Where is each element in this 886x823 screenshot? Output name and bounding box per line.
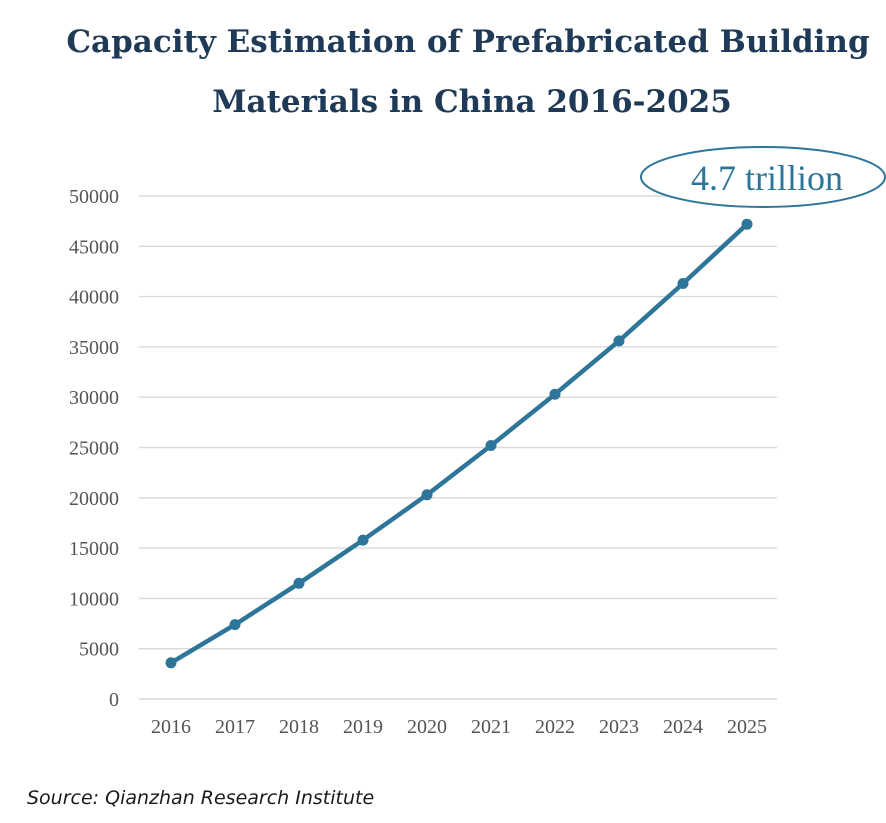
x-tick-label: 2024 — [663, 716, 703, 738]
x-tick-label: 2019 — [343, 716, 383, 738]
x-tick-label: 2017 — [215, 716, 255, 738]
y-axis-ticks: 0 5000 10000 15000 20000 25000 30000 35000 40000… — [69, 186, 119, 711]
data-point — [293, 577, 305, 589]
y-tick-label: 30000 — [69, 387, 119, 409]
x-tick-label: 2016 — [151, 716, 191, 738]
data-points — [165, 218, 753, 669]
data-point — [485, 440, 497, 451]
y-tick-label: 10000 — [69, 588, 119, 610]
x-tick-label: 2023 — [599, 716, 639, 738]
y-tick-label: 35000 — [69, 337, 119, 359]
x-tick-label: 2020 — [407, 716, 447, 738]
y-tick-label: 25000 — [69, 438, 119, 460]
chart-title-line-1: Capacity Estimation of Prefabricated Bui… — [66, 24, 869, 60]
annotation-callout: 4.7 trillion — [640, 146, 886, 208]
data-point — [549, 388, 561, 400]
data-point — [677, 278, 689, 289]
data-point — [357, 534, 369, 546]
y-tick-label: 40000 — [69, 287, 119, 309]
y-tick-label: 15000 — [69, 538, 119, 560]
y-tick-label: 50000 — [69, 186, 119, 208]
x-tick-label: 2021 — [471, 716, 511, 738]
x-tick-label: 2025 — [727, 716, 767, 738]
chart-title-line-2: Materials in China 2016-2025 — [212, 84, 732, 120]
annotation-label: 4.7 trillion — [691, 158, 843, 198]
data-point — [229, 619, 241, 631]
annotation-ellipse — [640, 146, 886, 208]
x-tick-label: 2022 — [535, 716, 575, 738]
data-point — [165, 657, 177, 669]
x-tick-label: 2018 — [279, 716, 319, 738]
series-line — [168, 221, 750, 666]
y-tick-label: 5000 — [79, 639, 119, 661]
x-axis-ticks: 2016 2017 2018 2019 2020 2021 2022 2023 2024 2025 — [151, 716, 767, 738]
data-point — [613, 335, 625, 347]
y-tick-label: 0 — [109, 689, 119, 711]
data-point — [741, 218, 753, 230]
data-point — [421, 489, 433, 501]
y-tick-label: 45000 — [69, 236, 119, 258]
y-tick-label: 20000 — [69, 488, 119, 510]
gridlines — [139, 195, 777, 700]
source-note: Source: Qianzhan Research Institute — [27, 787, 374, 809]
